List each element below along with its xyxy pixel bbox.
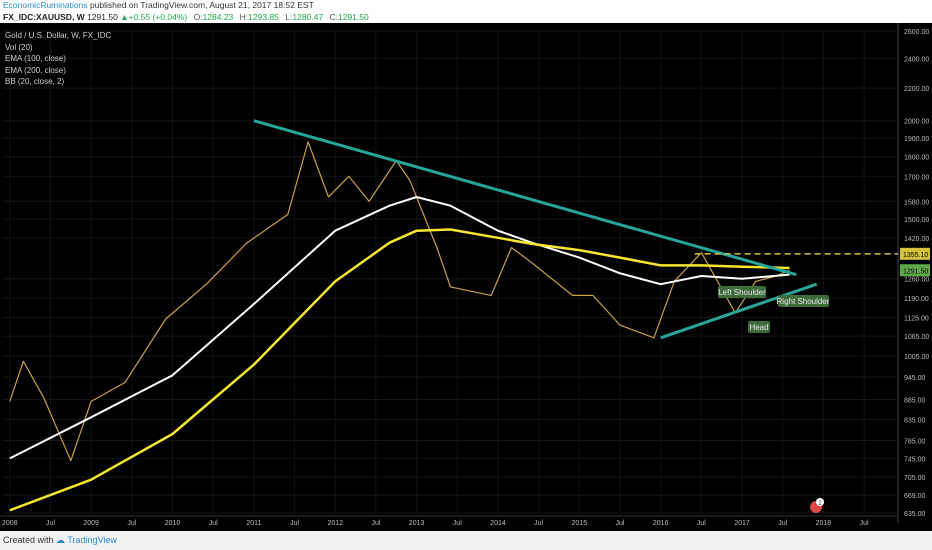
ascending-trendline [660,282,818,340]
last-price-tag-bg [900,264,930,277]
close-label: C: [329,12,338,22]
x-tick-label: Jul [778,520,787,527]
level-price-tag: 1355.10 [900,247,930,260]
legend-ema200[interactable]: EMA (200, close) [5,65,66,75]
economic-events-icon[interactable]: 2 [810,498,824,513]
x-tick-label: 2010 [165,520,181,527]
x-tick-label: 2014 [490,520,506,527]
chart-background [0,23,932,531]
y-tick-label: 1580.00 [904,199,929,206]
x-tick-label: Jul [371,520,380,527]
annotation-left-shoulder: Left Shoulder [718,286,766,298]
legend-bb[interactable]: BB (20, close, 2) [5,77,65,86]
close-value: 1291.50 [337,12,369,22]
x-tick-label: Jul [453,520,462,527]
y-tick-label: 1190.00 [904,296,929,303]
y-tick-label: 1065.00 [904,334,929,341]
footer: Created with ☁ TradingView [0,531,932,550]
legend-ema100[interactable]: EMA (100, close) [5,54,66,63]
price-chart[interactable]: 2600.00 2400.00 2200.00 2000.00 1900.00 1800.… [0,23,932,531]
y-tick-label: 1125.00 [904,315,929,322]
y-tick-label: 1420.00 [904,236,929,243]
x-tick-label: Jul [209,520,218,527]
level-price-tag-bg [900,247,930,260]
symbol-name[interactable]: FX_IDC:XAUUSD, W [3,12,85,22]
publish-header: EconomicRuminations published on Trading… [0,0,932,11]
price-tags: 1355.10 1291.50 [900,247,930,277]
x-tick-label: Jul [534,520,543,527]
high-label: H: [239,12,249,22]
y-tick-label: 635.00 [904,511,926,518]
svg-text:2: 2 [818,501,822,507]
x-tick-label: 2017 [734,520,750,527]
y-tick-label: 745.00 [904,456,926,463]
legend-vol[interactable]: Vol (20) [5,42,33,52]
created-with: Created with [3,535,54,545]
y-tick-label: 1260.00 [904,277,929,284]
low-label: L: [285,12,293,22]
y-tick-label: 2600.00 [904,29,929,36]
y-tick-label: 835.00 [904,417,926,424]
x-tick-label: 2011 [246,520,261,527]
y-tick-label: 705.00 [904,475,926,482]
last-price-tag: 1291.50 [900,264,930,277]
x-tick-label: 2018 [816,520,832,527]
x-axis[interactable]: 2008 Jul 2009 Jul 2010 Jul 2011 Jul 2012 Jul 2013 J… [2,520,869,527]
label-right-shoulder: Right Shoulder [777,297,830,306]
series-layer [9,119,898,512]
ema200-line [9,228,790,512]
x-tick-label: 2013 [409,520,425,527]
indicator-legend: Gold / U.S. Dollar, W, FX_IDC Vol (20) E… [5,30,111,88]
label-left-shoulder: Left Shoulder [718,288,766,297]
y-tick-label: 885.00 [904,397,926,404]
y-tick-label: 1900.00 [904,136,929,143]
label-head: Head [749,323,768,332]
x-tick-label: Jul [616,520,625,527]
x-tick-label: 2008 [2,520,18,527]
last-price-tag-text: 1291.50 [903,268,928,275]
x-tick-label: Jul [46,520,55,527]
price-change: ▲+0.55 (+0.04%) [120,12,188,22]
annotation-right-shoulder: Right Shoulder [777,295,830,307]
open-label: O: [193,12,203,22]
publish-info: published on TradingView.com, August 21,… [87,0,314,10]
x-tick-label: 2015 [572,520,588,527]
y-tick-label: 1800.00 [904,155,929,162]
y-tick-label: 2200.00 [904,86,929,93]
high-value: 1293.85 [248,12,279,22]
symbol-bar: FX_IDC:XAUUSD, W 1291.50 ▲+0.55 (+0.04%)… [0,11,932,23]
low-value: 1280.47 [292,12,324,22]
open-value: 1284.23 [202,12,234,22]
y-tick-label: 1005.00 [904,354,929,361]
y-tick-label: 785.00 [904,438,926,445]
x-tick-label: 2012 [327,520,343,527]
ema100-line [9,196,790,460]
x-tick-label: Jul [290,520,299,527]
descending-trendline [253,119,797,277]
level-price-tag-text: 1355.10 [903,252,928,259]
x-tick-label: 2016 [653,520,669,527]
tradingview-link[interactable]: TradingView [67,535,117,545]
annotation-head: Head [748,321,770,333]
x-tick-label: Jul [860,520,869,527]
y-tick-label: 1500.00 [904,217,929,224]
y-tick-label: 2400.00 [904,56,929,63]
y-tick-label: 2000.00 [904,119,929,126]
x-tick-label: Jul [697,520,706,527]
last-price: 1291.50 [87,12,118,22]
legend-title[interactable]: Gold / U.S. Dollar, W, FX_IDC [5,31,112,40]
y-axis[interactable]: 2600.00 2400.00 2200.00 2000.00 1900.00 1800.… [904,29,929,518]
y-tick-label: 945.00 [904,375,926,382]
y-tick-label: 1700.00 [904,174,929,181]
x-tick-label: Jul [127,520,136,527]
author-link[interactable]: EconomicRuminations [3,0,88,10]
y-tick-label: 669.00 [904,493,926,500]
tradingview-logo-icon[interactable]: ☁ [56,535,66,545]
x-tick-label: 2009 [83,520,99,527]
